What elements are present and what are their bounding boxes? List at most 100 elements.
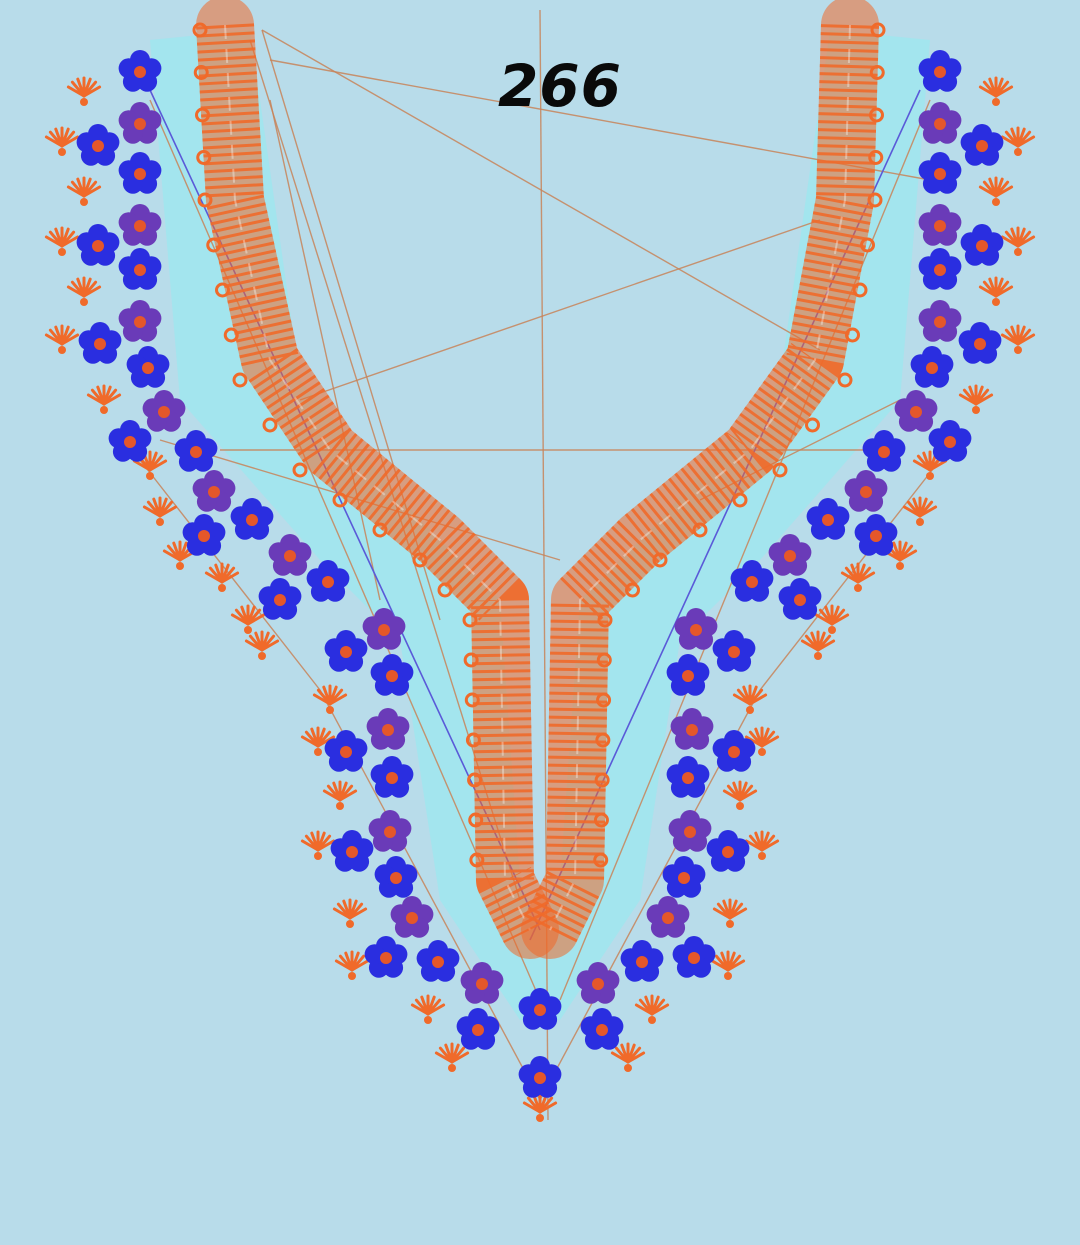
flower-petal — [662, 864, 683, 885]
flower-center — [534, 1004, 546, 1016]
flower-center — [934, 220, 946, 232]
flower-motif — [374, 856, 418, 898]
flower-motif — [460, 962, 504, 1004]
flower-motif — [518, 988, 562, 1030]
flower-center — [94, 338, 106, 350]
flower-motif — [230, 498, 274, 540]
leaf-stroke — [816, 639, 836, 652]
leaf-motif — [44, 126, 80, 156]
flower-motif — [416, 940, 460, 982]
flower-petal — [960, 132, 981, 153]
orange-ring — [332, 492, 348, 508]
leaf-dot — [726, 920, 734, 928]
leaf-stroke — [1016, 333, 1036, 346]
flower-center — [284, 550, 296, 562]
stitch-line — [139, 459, 321, 691]
flower-petal — [666, 662, 687, 683]
leaf-dot — [992, 198, 1000, 206]
flower-center — [124, 436, 136, 448]
leaf-motif — [44, 226, 80, 256]
flower-petal — [576, 970, 597, 991]
flower-motif — [268, 534, 312, 576]
flower-petal — [918, 308, 939, 329]
leaf-dot — [896, 562, 904, 570]
flower-petal — [960, 232, 981, 253]
leaf-stroke — [856, 571, 876, 584]
leaf-motif — [634, 994, 670, 1024]
flower-center — [636, 956, 648, 968]
flower-petal — [126, 354, 147, 375]
flower-center — [198, 530, 210, 542]
flower-center — [476, 978, 488, 990]
flower-motif — [620, 940, 664, 982]
flower-motif — [806, 498, 850, 540]
flower-center — [92, 140, 104, 152]
orange-ring — [595, 732, 611, 748]
orange-ring — [197, 192, 213, 208]
flower-petal — [306, 568, 327, 589]
leaf-dot — [176, 562, 184, 570]
orange-ring — [593, 812, 609, 828]
flower-center — [142, 362, 154, 374]
leaf-dot — [854, 584, 862, 592]
orange-ring — [292, 462, 308, 478]
leaf-dot — [758, 852, 766, 860]
leaf-motif — [66, 76, 102, 106]
flower-center — [596, 1024, 608, 1036]
leaf-motif — [66, 276, 102, 306]
flower-center — [380, 952, 392, 964]
flower-motif — [960, 124, 1004, 166]
orange-ring — [262, 417, 278, 433]
flower-petal — [620, 948, 641, 969]
flower-motif — [324, 630, 368, 672]
flower-petal — [324, 638, 345, 659]
leaf-motif — [710, 950, 746, 980]
flower-center — [722, 846, 734, 858]
flower-petal — [670, 716, 691, 737]
flower-petal — [646, 904, 667, 925]
flower-center — [340, 746, 352, 758]
leaf-motif — [522, 1092, 558, 1122]
flower-center — [728, 746, 740, 758]
leaf-dot — [100, 406, 108, 414]
flower-center — [378, 624, 390, 636]
leaf-dot — [992, 98, 1000, 106]
flower-petal — [928, 428, 949, 449]
flower-motif — [918, 248, 962, 290]
flower-motif — [258, 578, 302, 620]
leaf-motif — [44, 324, 80, 354]
leaf-dot — [156, 518, 164, 526]
flower-motif — [706, 830, 750, 872]
flower-center — [684, 826, 696, 838]
flower-center — [682, 670, 694, 682]
flower-motif — [306, 560, 350, 602]
stitch-line — [261, 29, 821, 351]
leaf-motif — [1000, 126, 1036, 156]
flower-motif — [910, 346, 954, 388]
flower-center — [934, 168, 946, 180]
flower-center — [682, 772, 694, 784]
orange-ring — [412, 552, 428, 568]
flower-motif — [918, 204, 962, 246]
stitch-line — [759, 459, 941, 691]
flower-motif — [456, 1008, 500, 1050]
flower-center — [974, 338, 986, 350]
flower-center — [158, 406, 170, 418]
orange-ring — [467, 772, 483, 788]
leaf-motif — [800, 630, 836, 660]
flower-center — [534, 1072, 546, 1084]
leaf-motif — [978, 176, 1014, 206]
flower-center — [934, 316, 946, 328]
orange-ring — [625, 582, 640, 598]
orange-border-band — [192, 0, 886, 959]
leaf-dot — [814, 652, 822, 660]
flower-petal — [460, 970, 481, 991]
orange-ring — [232, 372, 248, 388]
flower-center — [134, 220, 146, 232]
flower-center — [934, 264, 946, 276]
flower-petal — [854, 522, 875, 543]
flower-motif — [118, 50, 162, 92]
flower-center — [134, 264, 146, 276]
flower-petal — [374, 864, 395, 885]
leaf-motif — [410, 994, 446, 1024]
